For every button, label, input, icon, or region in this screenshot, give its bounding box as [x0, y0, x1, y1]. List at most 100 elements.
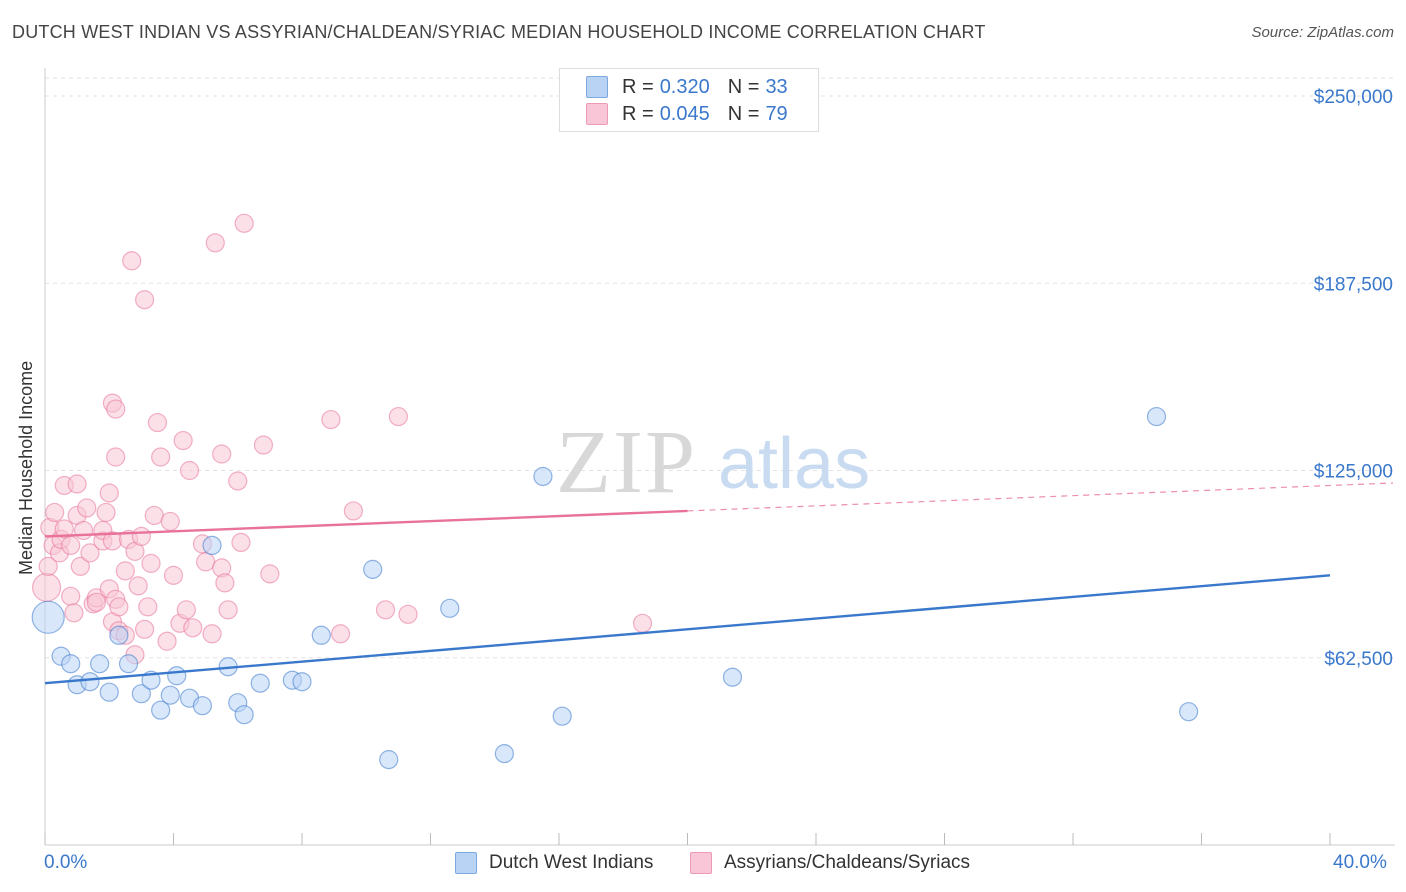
blue-point [234, 705, 254, 725]
pink-point [163, 565, 184, 585]
pink-point [32, 572, 62, 602]
pink-point [398, 604, 418, 624]
blue-point [552, 706, 572, 726]
blue-point [131, 684, 151, 704]
legend-label: Dutch West Indians [489, 852, 654, 873]
trend-lines [44, 482, 1394, 685]
pink-point [212, 444, 232, 464]
pink-swatch [690, 852, 712, 874]
blue-point [192, 696, 213, 716]
pink-point [228, 471, 248, 491]
blue-point [90, 654, 110, 674]
pink-point [388, 406, 408, 427]
pink-point [253, 435, 274, 455]
legend-item-dutch-west-indians: Dutch West Indians [455, 852, 653, 874]
blue-point [440, 598, 460, 618]
watermark-atlas: atlas [718, 424, 870, 504]
pink-trend-extension [687, 482, 1394, 512]
pink-point [218, 600, 238, 620]
y-axis-label: Median Household Income [16, 360, 36, 575]
y-tick-label: $250,000 [1314, 87, 1393, 108]
pink-point [80, 543, 100, 563]
pink-point [173, 430, 193, 451]
legend-label: Assyrians/Chaldeans/Syriacs [724, 852, 971, 873]
blue-point [167, 666, 187, 686]
pink-point [343, 501, 363, 521]
r-label: R = [622, 75, 654, 98]
pink-point [115, 561, 135, 581]
blue-point [118, 654, 139, 674]
pink-point [77, 498, 97, 518]
blue-point [722, 667, 743, 687]
pink-point [215, 573, 235, 593]
pink-point [45, 502, 65, 523]
blue-swatch [586, 76, 608, 98]
blue-point [292, 672, 312, 692]
pink-trend-line [44, 509, 688, 538]
grid-lines [45, 77, 1395, 659]
n-label: N = [727, 102, 760, 125]
pink-point [330, 624, 351, 644]
legend-item-assyrians: Assyrians/Chaldeans/Syriacs [690, 852, 970, 874]
blue-point [250, 673, 270, 693]
legend-row-blue: R = 0.320 N = 33 [586, 75, 788, 99]
blue-point [311, 625, 331, 645]
pink-point [131, 526, 151, 547]
legend-series: Dutch West Indians Assyrians/Chaldeans/S… [0, 852, 1406, 878]
blue-point [160, 685, 180, 705]
r-value: 0.320 [659, 75, 710, 98]
pink-point [61, 535, 81, 556]
pink-point [67, 474, 87, 494]
pink-point [260, 564, 280, 584]
blue-point [494, 744, 514, 764]
blue-point [99, 682, 119, 702]
n-label: N = [727, 75, 760, 98]
pink-point [61, 586, 81, 606]
pink-point [134, 290, 155, 310]
pink-point [176, 600, 196, 620]
legend-row-pink: R = 0.045 N = 79 [586, 102, 788, 126]
pink-point [109, 597, 129, 617]
pink-point [234, 213, 254, 233]
pink-point [96, 502, 116, 523]
x-tick-label-min: 0.0% [44, 852, 88, 873]
y-tick-label: $125,000 [1314, 462, 1393, 483]
blue-point [202, 535, 222, 556]
watermark-zip: ZIP [556, 413, 697, 512]
blue-point [379, 750, 399, 770]
source-label: Source: ZipAtlas.com [1251, 24, 1394, 41]
r-value: 0.045 [659, 102, 710, 125]
pink-point [321, 409, 341, 430]
blue-point [533, 466, 553, 487]
blue-point [31, 600, 65, 634]
pink-point [205, 233, 225, 253]
pink-point [179, 460, 200, 481]
pink-point [375, 600, 396, 620]
blue-point [80, 672, 100, 692]
pink-series-points [32, 213, 653, 665]
blue-point [61, 654, 81, 674]
y-tick-label: $187,500 [1314, 274, 1393, 295]
blue-point [1146, 406, 1167, 427]
n-value: 33 [765, 75, 788, 98]
pink-point [196, 552, 216, 572]
pink-swatch [586, 103, 608, 125]
blue-point [151, 700, 171, 720]
y-tick-label: $62,500 [1324, 649, 1393, 670]
pink-point [151, 447, 171, 467]
pink-point [231, 532, 251, 553]
pink-point [128, 576, 148, 596]
r-label: R = [622, 102, 654, 125]
blue-point [109, 625, 129, 645]
pink-point [160, 511, 180, 532]
x-tick-label-max: 40.0% [1333, 852, 1387, 873]
pink-point [106, 447, 126, 467]
chart-title: DUTCH WEST INDIAN VS ASSYRIAN/CHALDEAN/S… [12, 22, 986, 42]
pink-point [64, 603, 84, 623]
pink-point [86, 592, 107, 612]
pink-point [70, 556, 90, 576]
blue-point [1179, 702, 1199, 722]
blue-trend-line [44, 574, 1331, 685]
y-tick-labels: $62,500 $125,000 $187,500 $250,000 [1314, 87, 1393, 670]
